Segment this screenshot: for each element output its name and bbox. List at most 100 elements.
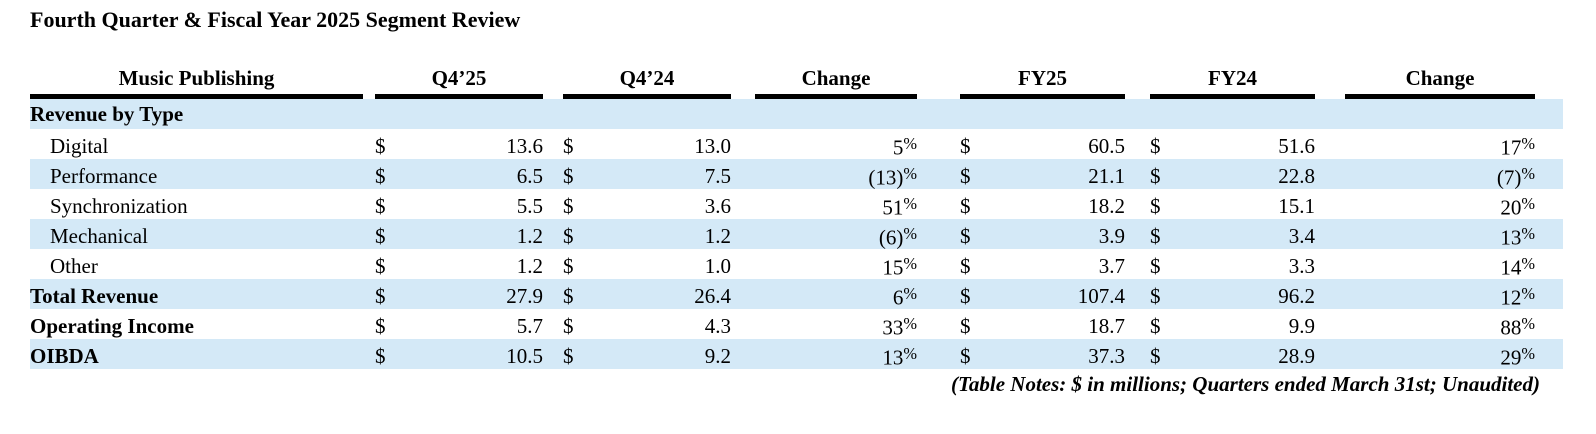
percent-sign: % <box>903 134 917 153</box>
column-header-fy24: FY24 <box>1150 57 1315 99</box>
value-change-fy: 88% <box>1500 314 1535 340</box>
currency-symbol: $ <box>960 163 971 188</box>
currency-symbol: $ <box>960 343 971 368</box>
value-fy24: 3.4 <box>1288 223 1315 248</box>
table-row-performance: Performance $ 6.5 $ 7.5 (13)% $ 21.1 $ 2… <box>30 159 1563 190</box>
currency-symbol: $ <box>375 223 386 248</box>
page-title: Fourth Quarter & Fiscal Year 2025 Segmen… <box>30 7 521 32</box>
currency-symbol: $ <box>1150 133 1161 158</box>
percent-sign: % <box>903 224 917 243</box>
value-change-q: 15% <box>882 254 917 280</box>
value-q4-25: 5.7 <box>516 313 543 338</box>
currency-symbol: $ <box>1150 163 1161 188</box>
value-q4-24: 7.5 <box>704 163 731 188</box>
percent-sign: % <box>1521 194 1535 213</box>
currency-symbol: $ <box>960 193 971 218</box>
value-q4-24: 1.0 <box>704 253 731 278</box>
table-row-total-revenue: Total Revenue $ 27.9 $ 26.4 6% $ 107.4 $… <box>30 279 1563 310</box>
currency-symbol: $ <box>375 193 386 218</box>
value-change-fy: (7)% <box>1496 164 1535 190</box>
currency-symbol: $ <box>563 253 574 278</box>
percent-sign: % <box>1521 164 1535 183</box>
table-row-digital: Digital $ 13.6 $ 13.0 5% $ 60.5 $ 51.6 1… <box>30 129 1563 160</box>
value-fy24: 28.9 <box>1278 343 1315 368</box>
currency-symbol: $ <box>563 193 574 218</box>
currency-symbol: $ <box>1150 313 1161 338</box>
row-label: Total Revenue <box>30 283 159 308</box>
row-label: Operating Income <box>30 313 194 338</box>
percent-sign: % <box>903 344 917 363</box>
percent-sign: % <box>1521 314 1535 333</box>
currency-symbol: $ <box>1150 223 1161 248</box>
percent-sign: % <box>1521 344 1535 363</box>
percent-sign: % <box>903 284 917 303</box>
currency-symbol: $ <box>375 343 386 368</box>
table-row-oibda: OIBDA $ 10.5 $ 9.2 13% $ 37.3 $ 28.9 29% <box>30 339 1563 370</box>
percent-sign: % <box>1521 134 1535 153</box>
column-header-q4-25: Q4’25 <box>375 57 543 99</box>
value-q4-24: 9.2 <box>704 343 731 368</box>
currency-symbol: $ <box>375 283 386 308</box>
value-fy25: 18.2 <box>1088 193 1125 218</box>
value-q4-24: 26.4 <box>694 283 731 308</box>
value-q4-25: 1.2 <box>516 253 543 278</box>
column-header-fy25: FY25 <box>960 57 1125 99</box>
table-row-synchronization: Synchronization $ 5.5 $ 3.6 51% $ 18.2 $… <box>30 189 1563 220</box>
value-q4-25: 13.6 <box>506 133 543 158</box>
value-fy25: 18.7 <box>1088 313 1125 338</box>
value-fy25: 60.5 <box>1088 133 1125 158</box>
value-fy25: 21.1 <box>1088 163 1125 188</box>
currency-symbol: $ <box>563 343 574 368</box>
value-fy24: 15.1 <box>1278 193 1315 218</box>
row-label: OIBDA <box>30 343 99 368</box>
value-fy25: 3.9 <box>1098 223 1125 248</box>
percent-sign: % <box>1521 284 1535 303</box>
currency-symbol: $ <box>375 253 386 278</box>
percent-sign: % <box>903 254 917 273</box>
value-fy24: 3.3 <box>1288 253 1315 278</box>
percent-sign: % <box>903 164 917 183</box>
row-label: Synchronization <box>50 193 188 218</box>
value-change-q: 6% <box>892 284 917 310</box>
currency-symbol: $ <box>1150 193 1161 218</box>
value-change-fy: 20% <box>1500 194 1535 220</box>
value-change-fy: 17% <box>1500 134 1535 160</box>
value-fy24: 9.9 <box>1288 313 1315 338</box>
currency-symbol: $ <box>960 283 971 308</box>
value-q4-24: 4.3 <box>704 313 731 338</box>
currency-symbol: $ <box>375 163 386 188</box>
value-change-q: 13% <box>882 344 917 370</box>
value-q4-25: 1.2 <box>516 223 543 248</box>
value-q4-24: 1.2 <box>704 223 731 248</box>
value-q4-25: 6.5 <box>516 163 543 188</box>
currency-symbol: $ <box>960 223 971 248</box>
column-header-q4-24: Q4’24 <box>563 57 731 99</box>
value-fy24: 51.6 <box>1278 133 1315 158</box>
column-header-segment: Music Publishing <box>30 57 363 99</box>
value-q4-25: 27.9 <box>506 283 543 308</box>
value-fy25: 3.7 <box>1098 253 1125 278</box>
value-change-fy: 14% <box>1500 254 1535 280</box>
value-change-q: (6)% <box>878 224 917 250</box>
table-row-operating-income: Operating Income $ 5.7 $ 4.3 33% $ 18.7 … <box>30 309 1563 340</box>
value-change-q: (13)% <box>868 164 917 190</box>
percent-sign: % <box>903 314 917 333</box>
table-notes: (Table Notes: $ in millions; Quarters en… <box>950 372 1540 396</box>
value-change-fy: 13% <box>1500 224 1535 250</box>
currency-symbol: $ <box>1150 253 1161 278</box>
column-header-change-q: Change <box>755 57 917 99</box>
row-label: Revenue by Type <box>30 102 184 126</box>
row-label: Mechanical <box>50 223 148 248</box>
currency-symbol: $ <box>375 133 386 158</box>
value-q4-24: 3.6 <box>704 193 731 218</box>
value-q4-25: 10.5 <box>506 343 543 368</box>
value-q4-25: 5.5 <box>516 193 543 218</box>
value-fy24: 22.8 <box>1278 163 1315 188</box>
currency-symbol: $ <box>1150 283 1161 308</box>
value-q4-24: 13.0 <box>694 133 731 158</box>
currency-symbol: $ <box>563 133 574 158</box>
table-row-mechanical: Mechanical $ 1.2 $ 1.2 (6)% $ 3.9 $ 3.4 … <box>30 219 1563 250</box>
value-change-fy: 12% <box>1500 284 1535 310</box>
currency-symbol: $ <box>563 223 574 248</box>
